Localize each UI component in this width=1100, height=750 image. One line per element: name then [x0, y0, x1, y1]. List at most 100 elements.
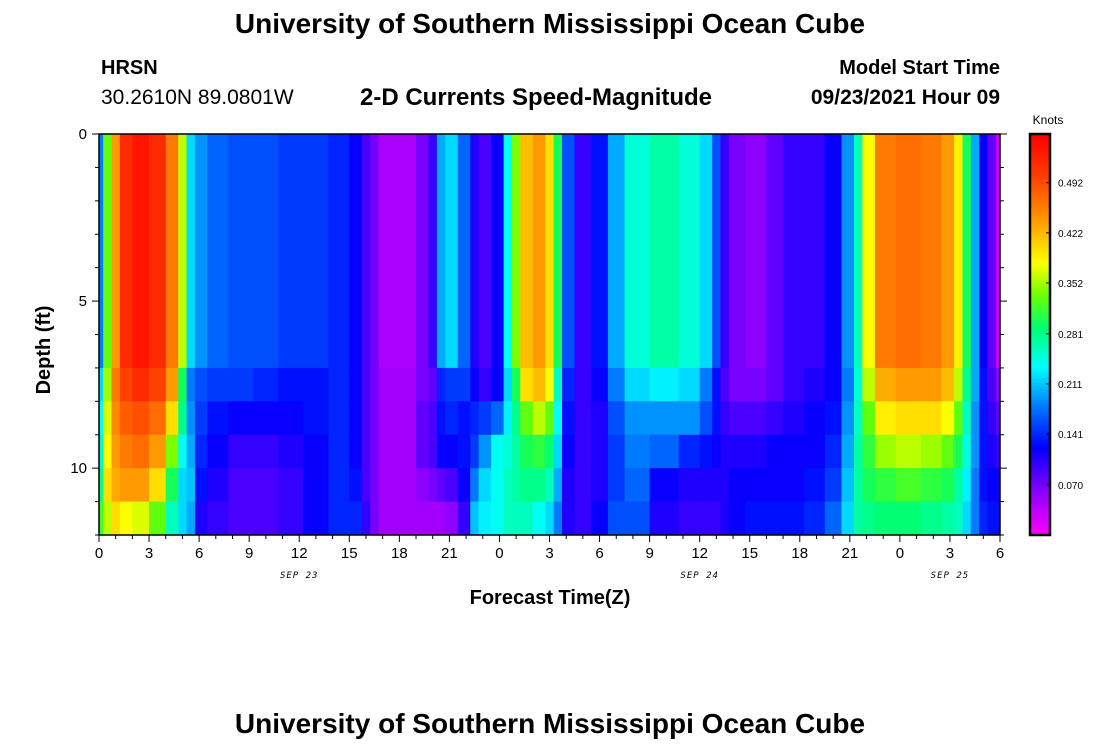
heatmap-cell — [503, 434, 513, 469]
colorbar-tick-label: 0.070 — [1058, 481, 1083, 492]
heatmap-cell — [416, 468, 430, 503]
heatmap-cell — [841, 501, 855, 535]
heatmap-cell — [766, 134, 784, 369]
heatmap-cell — [503, 367, 513, 402]
colorbar-swatch — [1030, 216, 1050, 220]
heatmap-cell — [228, 501, 254, 535]
heatmap-cell — [457, 501, 471, 535]
heatmap-cell — [428, 367, 438, 402]
footer-title: University of Southern Mississippi Ocean… — [234, 708, 866, 739]
colorbar-swatch — [1030, 464, 1050, 468]
heatmap-cell — [99, 367, 104, 402]
heatmap-cell — [478, 468, 492, 503]
colorbar-swatch — [1030, 251, 1050, 255]
heatmap-cell — [149, 401, 167, 436]
heatmap-cell — [532, 501, 546, 535]
heatmap-cell — [103, 134, 113, 369]
y-tick-label: 5 — [79, 293, 87, 310]
heatmap-cell — [987, 401, 997, 436]
colorbar-swatch — [1030, 467, 1050, 471]
x-tick-label: 18 — [391, 545, 408, 562]
heatmap-cell — [824, 501, 843, 535]
colorbar-swatch — [1030, 509, 1050, 514]
station-name: HRSN — [101, 57, 158, 79]
chart-subtitle: 2-D Currents Speed-Magnitude — [360, 84, 713, 111]
heatmap-cell — [824, 434, 843, 469]
heatmap-cell — [607, 501, 626, 535]
heatmap-cell — [783, 134, 805, 369]
heatmap-cell — [962, 134, 972, 369]
colorbar-tick-label: 0.141 — [1058, 430, 1083, 441]
heatmap-cell — [979, 434, 989, 469]
colorbar-swatch — [1030, 296, 1050, 301]
heatmap-cell — [378, 468, 396, 503]
heatmap-cell — [111, 134, 121, 369]
heatmap-cell — [720, 134, 730, 369]
heatmap-cell — [824, 367, 843, 402]
colorbar-swatch — [1030, 352, 1050, 356]
heatmap-cell — [349, 434, 363, 469]
colorbar-swatch — [1030, 221, 1050, 225]
y-axis: 0 5 10 — [70, 126, 1007, 536]
colorbar-swatch — [1030, 447, 1050, 451]
colorbar-swatch — [1030, 291, 1050, 295]
colorbar-swatch — [1030, 134, 1050, 138]
heatmap-cell — [228, 134, 254, 369]
heatmap-cell — [862, 134, 876, 369]
heatmap-cell — [728, 367, 747, 402]
heatmap-cell — [520, 134, 534, 369]
heatmap-cell — [436, 134, 446, 369]
colorbar-swatch — [1030, 284, 1050, 288]
heatmap-cell — [328, 501, 350, 535]
heatmap-cell — [457, 434, 471, 469]
heatmap-cell — [395, 468, 417, 503]
heatmap-cell — [699, 367, 713, 402]
colorbar-swatch — [1030, 484, 1050, 488]
heatmap-cell — [470, 434, 480, 469]
heatmap-cell — [979, 401, 989, 436]
heatmap-cell — [361, 134, 371, 369]
heatmap-cell — [349, 468, 363, 503]
colorbar-swatch — [1030, 344, 1050, 348]
heatmap-cell — [574, 434, 592, 469]
heatmap-cell — [395, 434, 417, 469]
colorbar-swatch — [1030, 331, 1050, 336]
heatmap-cell — [545, 501, 555, 535]
colorbar-swatch — [1030, 199, 1050, 203]
heatmap-cell — [349, 367, 363, 402]
colorbar-swatch — [1030, 512, 1050, 516]
heatmap-cell — [874, 367, 897, 402]
heatmap-cell — [119, 468, 133, 503]
heatmap-cell — [862, 468, 876, 503]
heatmap-cell — [253, 367, 279, 402]
heatmap-cell — [574, 468, 592, 503]
heatmap-cell — [491, 434, 505, 469]
heatmap-cell — [395, 367, 417, 402]
heatmap-cell — [591, 401, 609, 436]
heatmap-cell — [370, 468, 380, 503]
heatmap-cell — [470, 367, 480, 402]
heatmap-cell — [574, 134, 592, 369]
heatmap-cell — [920, 367, 943, 402]
y-axis-label: Depth (ft) — [33, 306, 55, 395]
heatmap-cell — [895, 501, 922, 535]
heatmap-cell — [253, 501, 279, 535]
colorbar-swatch — [1030, 194, 1050, 198]
colorbar-swatch — [1030, 151, 1050, 155]
heatmap-cell — [895, 367, 922, 402]
heatmap-cell — [562, 468, 576, 503]
heatmap-cell — [491, 367, 505, 402]
colorbar-swatch — [1030, 154, 1050, 158]
colorbar-swatch — [1030, 337, 1050, 341]
colorbar-swatch — [1030, 264, 1050, 268]
heatmap-cell — [678, 367, 701, 402]
heatmap-cell — [253, 134, 279, 369]
heatmap-cell — [841, 134, 855, 369]
heatmap-cell — [520, 367, 534, 402]
heatmap-cell — [303, 134, 330, 369]
heatmap-cell — [545, 434, 555, 469]
heatmap-cell — [574, 501, 592, 535]
heatmap-cell — [416, 501, 430, 535]
colorbar-swatch — [1030, 229, 1050, 233]
colorbar-swatch — [1030, 206, 1050, 210]
